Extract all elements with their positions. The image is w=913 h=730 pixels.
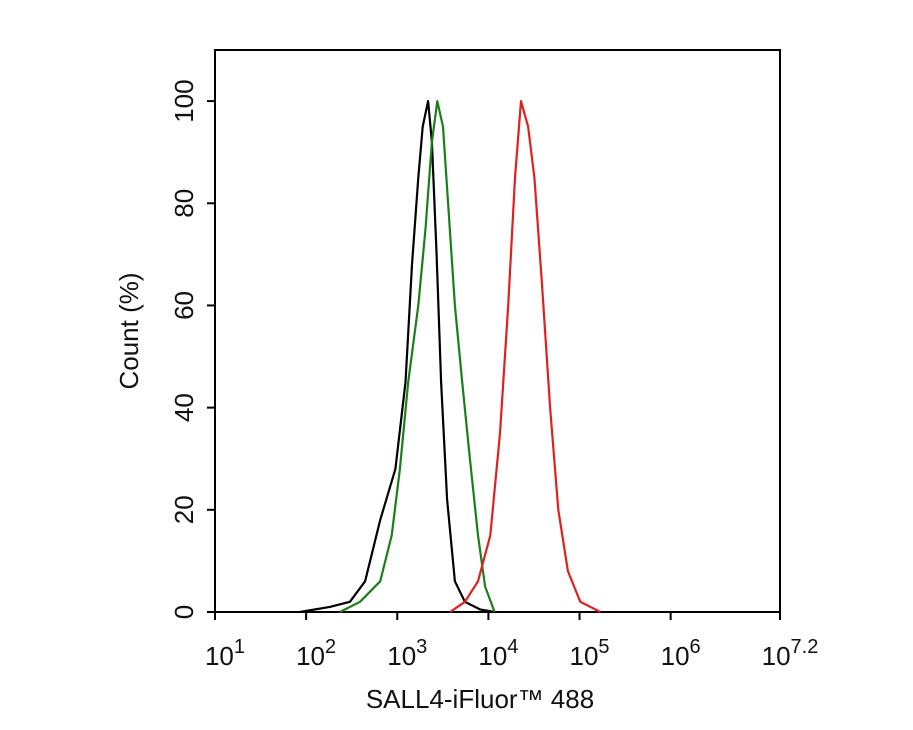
x-tick-exponent: 3 xyxy=(416,636,427,658)
y-tick-label: 40 xyxy=(169,393,199,422)
x-tick-exponent: 6 xyxy=(690,636,701,658)
x-tick-label: 103 xyxy=(387,636,427,671)
y-tick-label: 100 xyxy=(169,79,199,122)
x-tick-base: 10 xyxy=(661,641,690,671)
y-tick-label: 20 xyxy=(169,495,199,524)
x-tick-exponent: 2 xyxy=(325,636,336,658)
x-tick-label: 106 xyxy=(661,636,701,671)
y-axis-label: Count (%) xyxy=(114,272,144,389)
x-tick-exponent: 1 xyxy=(234,636,245,658)
y-tick-label: 0 xyxy=(169,605,199,619)
x-tick-base: 10 xyxy=(478,641,507,671)
x-tick-base: 10 xyxy=(762,641,791,671)
y-tick-label: 80 xyxy=(169,189,199,218)
histogram-line xyxy=(339,100,496,613)
x-tick-exponent: 7.2 xyxy=(791,636,819,658)
x-tick-exponent: 5 xyxy=(598,636,609,658)
x-axis-label: SALL4-iFluor™ 488 xyxy=(366,684,594,714)
x-tick-base: 10 xyxy=(205,641,234,671)
y-tick-label: 60 xyxy=(169,291,199,320)
histogram-line xyxy=(299,100,495,614)
x-tick-base: 10 xyxy=(296,641,325,671)
x-tick-label: 102 xyxy=(296,636,336,671)
plot-frame xyxy=(214,49,781,613)
x-tick-label: 101 xyxy=(205,636,245,671)
x-tick-label: 105 xyxy=(569,636,609,671)
x-tick-base: 10 xyxy=(569,641,598,671)
histogram-line xyxy=(449,100,601,613)
x-tick-exponent: 4 xyxy=(507,636,518,658)
x-tick-label: 104 xyxy=(478,636,518,671)
x-tick-base: 10 xyxy=(387,641,416,671)
x-tick-label: 107.2 xyxy=(762,636,819,671)
